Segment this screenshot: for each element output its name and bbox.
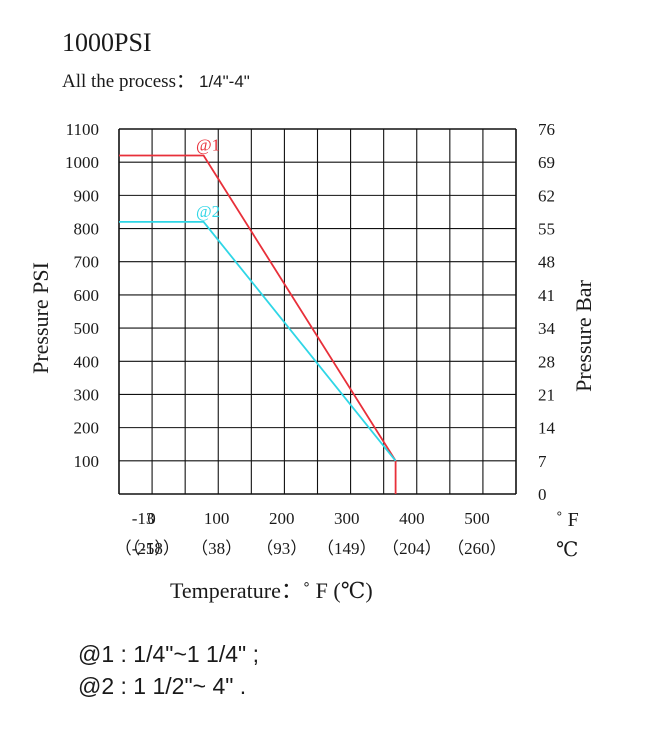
- x-tick-label: -13: [132, 509, 155, 528]
- note-row-1: @1 : 1/4"~1 1/4" ;: [78, 638, 259, 670]
- subtitle-value: 1/4"-4": [198, 72, 250, 91]
- y-tick-label-right: 28: [538, 352, 555, 371]
- y-axis-title: Pressure PSI: [28, 262, 53, 374]
- y-tick-label-right: 14: [538, 419, 556, 438]
- notes: @1 : 1/4"~1 1/4" ; @2 : 1 1/2"~ 4" .: [78, 638, 259, 702]
- x-tick-label: 100: [204, 509, 230, 528]
- series-line-1: [119, 154, 397, 494]
- series-line-2: [119, 220, 397, 462]
- x-tick-label: 400: [399, 509, 425, 528]
- series-label-1: @1: [196, 136, 220, 155]
- y-axis-title-right: Pressure Bar: [571, 279, 596, 391]
- y-tick-label: 1000: [65, 153, 99, 172]
- x-tick-label-celsius: （149）: [317, 539, 377, 558]
- chart-grid: [118, 128, 517, 495]
- x-unit-celsius: ℃: [556, 539, 578, 561]
- x-tick-label-celsius: （-18）: [123, 539, 180, 558]
- y-tick-label: 300: [74, 385, 100, 404]
- chart-series: @1 @2: [119, 136, 397, 494]
- chart-ticks: 1002003004005006007008009001000110007142…: [65, 120, 556, 558]
- y-tick-label-right: 48: [538, 253, 555, 272]
- x-tick-label: 500: [464, 509, 490, 528]
- x-tick-label: 200: [269, 509, 295, 528]
- note-row-2: @2 : 1 1/2"~ 4" .: [78, 670, 259, 702]
- x-tick-label-celsius: （93）: [256, 539, 307, 558]
- y-tick-label-right: 0: [538, 485, 547, 504]
- y-tick-label: 1100: [66, 120, 99, 139]
- y-tick-label-right: 7: [538, 452, 547, 471]
- x-axis-title: Temperature：˚ F (℃): [170, 578, 373, 603]
- chart-subtitle: All the process： 1/4"-4": [62, 66, 250, 93]
- x-tick-label-celsius: （38）: [191, 539, 242, 558]
- y-tick-label: 900: [74, 186, 100, 205]
- x-tick-label-celsius: （-25）: [115, 539, 172, 558]
- y-tick-label-right: 55: [538, 220, 555, 239]
- note-text-1: : 1/4"~1 1/4" ;: [114, 641, 259, 667]
- y-tick-label-right: 76: [538, 120, 555, 139]
- note-label-2: @2: [78, 673, 115, 699]
- x-tick-label-celsius: （204）: [382, 539, 442, 558]
- y-tick-label: 200: [74, 419, 100, 438]
- chart-title: 1000PSI: [62, 28, 152, 57]
- note-label-1: @1: [78, 641, 115, 667]
- y-tick-label: 600: [74, 286, 100, 305]
- y-tick-label-right: 34: [538, 319, 556, 338]
- note-text-2: : 1 1/2"~ 4" .: [114, 673, 247, 699]
- y-tick-label-right: 62: [538, 186, 555, 205]
- y-tick-label: 400: [74, 352, 100, 371]
- subtitle-label: All the process：: [62, 71, 195, 92]
- x-unit-fahrenheit: ˚ F: [556, 509, 579, 531]
- y-tick-label-right: 69: [538, 153, 555, 172]
- y-tick-label-right: 21: [538, 385, 555, 404]
- x-tick-label-celsius: （260）: [447, 539, 507, 558]
- y-tick-label: 500: [74, 319, 100, 338]
- y-tick-label: 100: [74, 452, 100, 471]
- x-tick-label: 300: [334, 509, 360, 528]
- y-tick-label: 700: [74, 253, 100, 272]
- x-tick-label: 0: [147, 509, 156, 528]
- y-tick-label-right: 41: [538, 286, 555, 305]
- series-label-2: @2: [196, 202, 220, 221]
- y-tick-label: 800: [74, 220, 100, 239]
